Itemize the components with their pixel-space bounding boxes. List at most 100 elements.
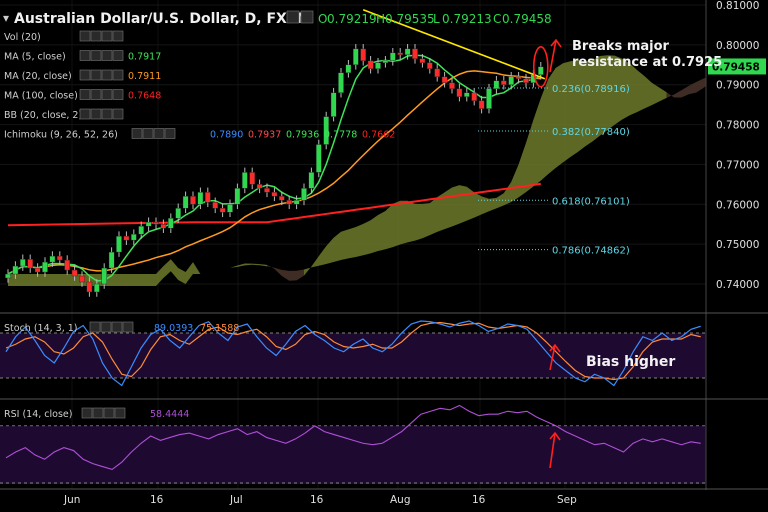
annotation-arrows xyxy=(549,38,562,469)
candle-body xyxy=(515,76,522,79)
candle-body xyxy=(138,226,145,235)
candle xyxy=(27,254,34,273)
rsi-band xyxy=(0,425,706,484)
candle-body xyxy=(271,192,278,197)
indicator-control-icon xyxy=(112,50,124,61)
breakout-highlight xyxy=(532,45,549,88)
candle xyxy=(419,54,426,68)
ichimoku-value: 0.7662 xyxy=(362,130,395,141)
indicator-control-icon xyxy=(112,108,124,120)
candle-body xyxy=(316,144,322,173)
time-tick-label: 16 xyxy=(310,494,324,506)
visibility-icon[interactable] xyxy=(300,10,314,24)
candle xyxy=(397,48,404,60)
ohlc-high-value: 0.79535 xyxy=(385,12,435,26)
candle xyxy=(256,179,263,194)
candle-body xyxy=(241,172,248,189)
time-tick-label: Jun xyxy=(63,494,80,506)
price-tick-label: 0.75000 xyxy=(716,239,759,251)
candle-body xyxy=(204,192,211,203)
ohlc-open-label: O xyxy=(318,12,327,26)
candle xyxy=(93,279,100,297)
candle-body xyxy=(478,100,485,109)
candle xyxy=(264,183,270,198)
candle xyxy=(301,183,307,206)
indicator-control-icon xyxy=(103,407,115,419)
stoch-d-line xyxy=(5,321,701,381)
candle xyxy=(175,203,182,224)
candle xyxy=(427,58,433,74)
collapse-icon[interactable]: ▾ xyxy=(3,11,9,25)
rsi-value: 58.4444 xyxy=(150,409,189,420)
candle xyxy=(464,87,470,102)
candle-body xyxy=(12,265,19,275)
candle xyxy=(293,195,300,210)
trendline xyxy=(362,9,549,88)
breakout-arrow xyxy=(549,39,557,73)
candle xyxy=(308,167,315,194)
candle-body xyxy=(375,62,381,69)
candle-body xyxy=(353,48,359,65)
candle xyxy=(412,44,418,64)
candle-body xyxy=(397,52,404,56)
settings-icon[interactable] xyxy=(286,10,300,24)
rsi-arrow-head xyxy=(549,431,561,441)
candle-body xyxy=(471,92,478,101)
indicator-control-icon xyxy=(131,128,143,139)
candle-body xyxy=(360,48,367,62)
candle xyxy=(493,75,500,94)
indicator-label: Vol (20) xyxy=(4,32,41,43)
candle xyxy=(345,60,352,78)
time-tick-label: Jul xyxy=(229,494,243,506)
candle xyxy=(456,83,463,102)
indicator-control-icon xyxy=(79,30,91,42)
fib-levels: 0.236(0.78916) 0.382(0.77840) 0.618(0.7610… xyxy=(478,84,630,257)
symbol-title[interactable]: Australian Dollar/U.S. Dollar, D, FXCM xyxy=(14,11,311,27)
candle xyxy=(101,263,107,289)
candle-body xyxy=(434,68,441,77)
ohlc-low-label: L xyxy=(433,12,440,26)
time-tick-label: 16 xyxy=(472,494,486,506)
candle-body xyxy=(501,80,507,85)
candle-body xyxy=(123,235,130,241)
candle-body xyxy=(404,48,411,56)
ichimoku-label: Ichimoku (9, 26, 52, 26) xyxy=(4,130,118,141)
candle-body xyxy=(212,202,219,209)
indicator-label: MA (5, close) xyxy=(4,52,66,63)
cloud-segment xyxy=(304,55,667,276)
indicator-control-icon xyxy=(112,30,124,42)
fib-label: 0.236(0.78916) xyxy=(552,84,630,95)
indicator-control-icon xyxy=(101,108,113,120)
breakout-annotation-line1: Breaks major xyxy=(572,39,670,54)
candle-body xyxy=(345,64,352,73)
candle xyxy=(515,71,522,84)
indicator-control-icon xyxy=(90,50,102,61)
indicator-control-icon xyxy=(101,50,113,61)
fib-label: 0.618(0.76101) xyxy=(552,196,630,207)
candle-body xyxy=(279,196,285,201)
indicator-control-icon xyxy=(92,407,104,419)
price-axis: 0.81000 0.80000 0.79000 0.78000 0.77000 0.760… xyxy=(708,0,766,291)
candle xyxy=(434,63,441,82)
price-axis-bg xyxy=(706,0,768,490)
indicator-control-icon xyxy=(112,69,124,81)
candle xyxy=(271,187,278,202)
candle xyxy=(79,271,85,287)
indicator-control-icon xyxy=(81,407,93,419)
ichimoku-value: 0.7936 xyxy=(286,130,319,141)
breakout-annotation-line2: resistance at 0.7925 xyxy=(572,55,722,70)
candle xyxy=(64,255,70,275)
indicator-control-icon xyxy=(90,89,102,100)
candle-body xyxy=(219,208,226,213)
indicator-control-icon xyxy=(90,30,102,42)
annotations: Breaks major resistance at 0.7925 Bias h… xyxy=(572,39,722,370)
candle-body xyxy=(538,66,544,75)
candle xyxy=(71,265,78,281)
candle xyxy=(108,247,115,273)
ohlc-close-label: C xyxy=(493,12,501,26)
candle-body xyxy=(130,233,137,241)
candle-body xyxy=(427,62,433,69)
candle xyxy=(353,44,359,70)
indicator-control-icon xyxy=(142,128,154,139)
